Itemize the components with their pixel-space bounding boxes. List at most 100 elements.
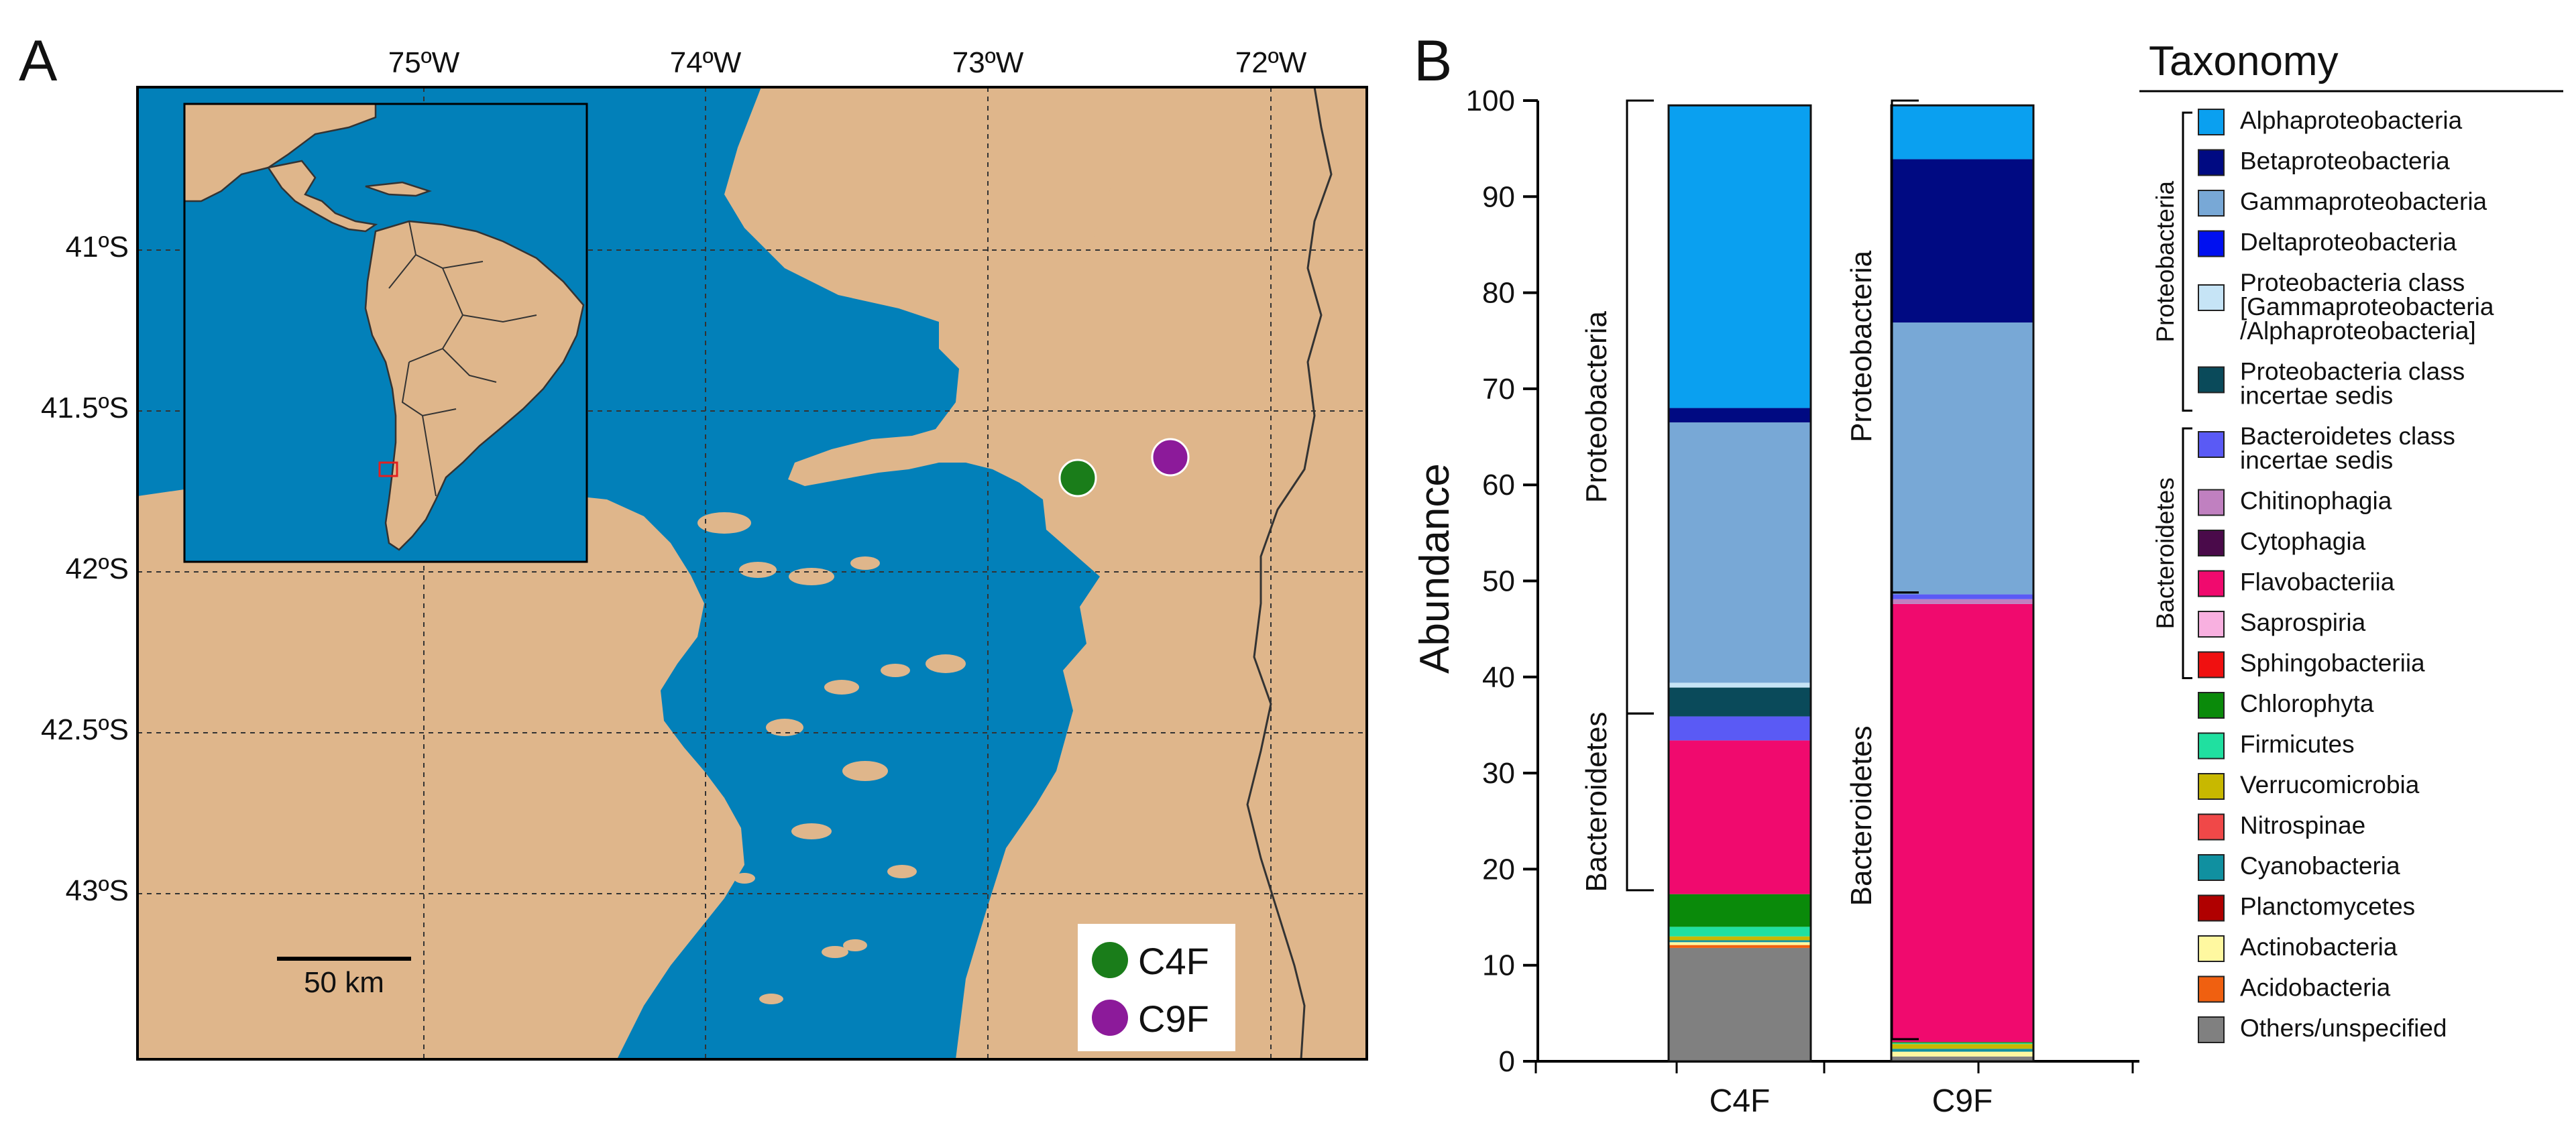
bar-segment-chlorophyta <box>1669 894 1811 927</box>
bar-segment-verrucomicrobia <box>1891 1044 2033 1049</box>
legend-item-verrucomicrobia: Verrucomicrobia <box>2198 771 2420 800</box>
bar-segment-gammaproteobacteria <box>1891 322 2033 595</box>
y-axis: 0 10 20 30 40 50 60 70 80 90 100 <box>1466 84 2139 1078</box>
legend-item-acidobacteria: Acidobacteria <box>2198 974 2391 1003</box>
legend-swatch <box>2198 813 2225 841</box>
legend-label: Others/unspecified <box>2240 1014 2447 1042</box>
inset-central-america <box>266 160 378 233</box>
legend-marker-c9f <box>1092 1000 1128 1036</box>
legend-label-c4f: C4F <box>1138 940 1209 982</box>
legend-label: incertae sedis <box>2240 382 2393 410</box>
eastern-land <box>959 87 1367 536</box>
bar-outline <box>1667 104 1812 1063</box>
legend-label: Flavobacteriia <box>2240 569 2395 596</box>
legend-swatch <box>2198 854 2225 881</box>
legend-swatch <box>2198 489 2225 516</box>
panel-label-b: B <box>1414 29 1452 93</box>
y-tick-label: 30 <box>1482 757 1515 790</box>
legend-label: Saprospiria <box>2240 609 2366 636</box>
legend-item-chitinophagia: Chitinophagia <box>2198 487 2392 516</box>
legend-label: Proteobacteria class <box>2240 358 2465 385</box>
legend-label: Deltaproteobacteria <box>2240 229 2457 256</box>
bar-segment-flavobacteriia <box>1669 740 1811 894</box>
legend-item-deltaproteobacteria: Deltaproteobacteria <box>2198 229 2457 257</box>
legend-item-sphingobacteriia: Sphingobacteriia <box>2198 650 2425 678</box>
legend-label: Bacteroidetes class <box>2240 422 2455 450</box>
lon-label: 74ºW <box>670 46 742 79</box>
group-brackets: Proteobacteria Bacteroidetes Proteobacteri… <box>1580 99 1919 1041</box>
legend-title: Taxonomy <box>2149 38 2339 84</box>
legend-swatch <box>2198 935 2225 962</box>
border-line <box>1246 87 1333 1059</box>
legend-item-saprospiria: Saprospiria <box>2198 609 2366 638</box>
legend-label: Verrucomicrobia <box>2240 771 2420 798</box>
legend-label: Betaproteobacteria <box>2240 147 2450 175</box>
legend-label: Firmicutes <box>2240 731 2355 758</box>
bracket-label: Bacteroidetes <box>1845 725 1878 906</box>
station-marker-c9f <box>1151 438 1190 477</box>
legend-swatch <box>2198 149 2225 176</box>
bar-segment-cyanobacteria <box>1669 940 1811 943</box>
bracket-label: Proteobacteria <box>1580 311 1613 503</box>
map-legend: C4F C9F <box>1078 924 1235 1051</box>
legend-label: Cytophagia <box>2240 528 2366 555</box>
legend-swatch <box>2198 109 2225 135</box>
y-tick-label: 0 <box>1499 1045 1515 1078</box>
legend-swatch <box>2198 773 2225 800</box>
bar-segment-betaproteobacteria <box>1669 408 1811 423</box>
bar-segment-gammaproteobacteria <box>1669 422 1811 683</box>
inset-north-america <box>184 104 377 202</box>
bar-segment-verrucomicrobia <box>1669 936 1811 941</box>
bar-segment-acidobacteria <box>1669 945 1811 948</box>
bar-segment-actinobacteria <box>1669 942 1811 945</box>
chiloe-island <box>137 481 744 1059</box>
bracket-bacteroidetes <box>1626 712 1654 892</box>
legend-item-nitrospinae: Nitrospinae <box>2198 812 2365 841</box>
legend-label: Planctomycetes <box>2240 893 2415 920</box>
legend-label: Gammaproteobacteria <box>2240 188 2487 215</box>
legend-label: incertae sedis <box>2240 447 2393 474</box>
small-islands <box>697 512 966 1004</box>
bracket-label: Proteobacteria <box>1845 250 1878 442</box>
lon-label: 73ºW <box>952 46 1024 79</box>
legend-label: Proteobacteria class <box>2240 269 2465 296</box>
legend-swatch <box>2198 431 2225 458</box>
legend-label: Nitrospinae <box>2240 812 2365 839</box>
x-tick-label: C9F <box>1932 1083 1993 1119</box>
y-tick-label: 50 <box>1482 565 1515 598</box>
lat-label: 42.5ºS <box>41 713 129 746</box>
taxonomy-legend: Alphaproteobacteria Betaproteobacteria Gam… <box>2151 107 2494 1043</box>
y-tick-label: 20 <box>1482 853 1515 886</box>
lon-label: 72ºW <box>1235 46 1307 79</box>
legend-item-cyanobacteria: Cyanobacteria <box>2198 852 2400 881</box>
legend-item-proteobacteria-class-gammaproteobacteria-alphaproteobacteria: Proteobacteria class[Gammaproteobacteria… <box>2198 269 2494 345</box>
bar-segment-firmicutes <box>1669 927 1811 937</box>
legend-label: Actinobacteria <box>2240 933 2398 961</box>
legend-label: [Gammaproteobacteria <box>2240 293 2494 320</box>
bar-segment-others-unspecified <box>1891 1056 2033 1061</box>
scale-label: 50 km <box>304 966 384 999</box>
legend-item-betaproteobacteria: Betaproteobacteria <box>2198 147 2450 176</box>
inset-map <box>183 103 588 563</box>
bar-segment-chlorophyta <box>1891 1042 2033 1043</box>
legend-bracket-bacteroidetes <box>2182 427 2192 679</box>
legend-item-actinobacteria: Actinobacteria <box>2198 933 2398 962</box>
bar-c9f: C9F <box>1890 104 2035 1119</box>
bracket-label: Bacteroidetes <box>1580 712 1613 892</box>
legend-bracket-proteobacteria <box>2182 111 2192 412</box>
bracket-proteobacteria <box>1626 99 1654 715</box>
inset-caribbean <box>365 181 432 197</box>
lon-label: 75ºW <box>388 46 460 79</box>
legend-swatch <box>2198 651 2225 678</box>
bar-segment-cyanobacteria <box>1891 1049 2033 1052</box>
bar-segment-others-unspecified <box>1669 947 1811 1061</box>
legend-swatch <box>2198 611 2225 638</box>
y-tick-label: 80 <box>1482 277 1515 310</box>
legend-swatch <box>2198 975 2225 1003</box>
bar-segment-chitinophagia <box>1891 599 2033 604</box>
map: 50 km C4F C9F <box>136 86 1368 1061</box>
legend-label: Chitinophagia <box>2240 487 2392 515</box>
legend-marker-c4f <box>1092 942 1128 978</box>
legend-item-chlorophyta: Chlorophyta <box>2198 690 2374 719</box>
